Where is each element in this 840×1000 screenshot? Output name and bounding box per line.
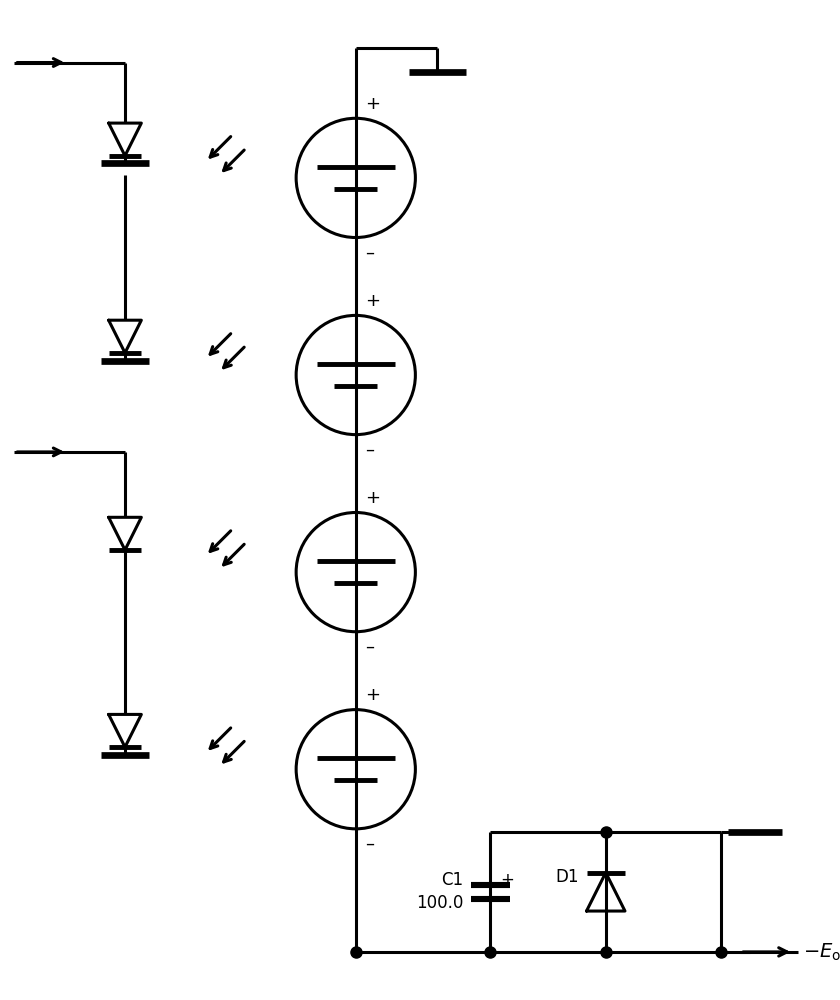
Text: C1: C1 bbox=[441, 871, 464, 889]
Text: +: + bbox=[500, 871, 514, 889]
Text: +: + bbox=[365, 95, 381, 113]
Text: –: – bbox=[365, 637, 375, 655]
Text: 100.0: 100.0 bbox=[416, 894, 464, 912]
Text: +: + bbox=[365, 489, 381, 507]
Text: –: – bbox=[365, 243, 375, 261]
Text: –: – bbox=[365, 835, 375, 853]
Text: –: – bbox=[365, 440, 375, 458]
Text: $-E_\mathrm{o}$: $-E_\mathrm{o}$ bbox=[803, 941, 840, 963]
Text: D1: D1 bbox=[555, 868, 579, 886]
Text: +: + bbox=[365, 686, 381, 704]
Text: +: + bbox=[365, 292, 381, 310]
